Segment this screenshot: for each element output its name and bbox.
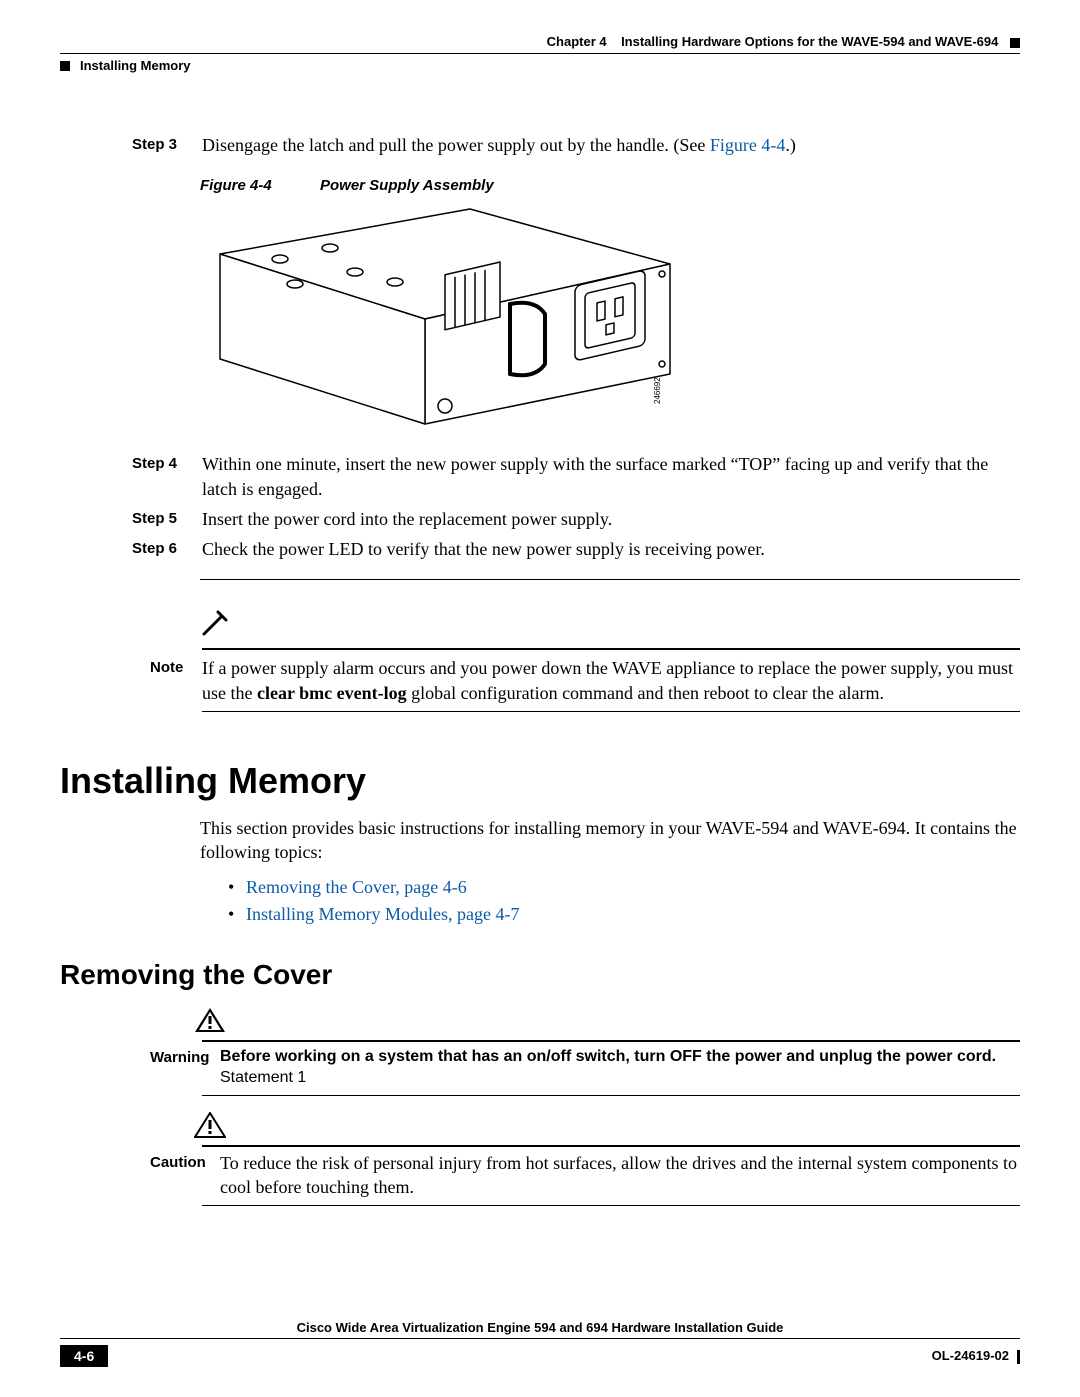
figure-image: 246692 (210, 204, 1020, 434)
note-row: Note If a power supply alarm occurs and … (150, 656, 1020, 705)
step3-text-a: Disengage the latch and pull the power s… (202, 135, 710, 155)
footer-doc-code: OL-24619-02 (932, 1348, 1020, 1364)
page-number-badge: 4-6 (60, 1345, 108, 1367)
caution-body: To reduce the risk of personal injury fr… (220, 1151, 1020, 1200)
warning-block: Warning Before working on a system that … (150, 1007, 1020, 1096)
caution-label: Caution (150, 1151, 220, 1200)
note-rule-bot (202, 711, 1020, 712)
step-label: Step 5 (132, 507, 202, 531)
caution-rule-top (202, 1145, 1020, 1147)
header-rule (60, 53, 1020, 54)
link-removing-cover[interactable]: Removing the Cover, page 4-6 (246, 877, 467, 897)
step-body: Disengage the latch and pull the power s… (202, 133, 1020, 157)
caution-icon (194, 1112, 1020, 1143)
chapter-label: Chapter 4 (547, 34, 607, 49)
note-bold: clear bmc event-log (257, 683, 407, 703)
footer-guide-title: Cisco Wide Area Virtualization Engine 59… (60, 1320, 1020, 1339)
warning-text: Before working on a system that has an o… (220, 1048, 996, 1065)
caution-block: Caution To reduce the risk of personal i… (150, 1112, 1020, 1207)
footer-doc: OL-24619-02 (932, 1348, 1009, 1363)
link-installing-memory-modules[interactable]: Installing Memory Modules, page 4-7 (246, 904, 519, 924)
topic-list: Removing the Cover, page 4-6 Installing … (228, 877, 1020, 925)
header-chapter-line: Chapter 4 Installing Hardware Options fo… (60, 34, 1020, 49)
note-rule-top (202, 648, 1020, 650)
step-row: Step 4 Within one minute, insert the new… (132, 452, 1020, 501)
section-intro: This section provides basic instructions… (200, 816, 1020, 865)
figure-tag: 246692 (653, 377, 662, 404)
figure-caption: Figure 4-4 Power Supply Assembly (200, 177, 1020, 194)
list-item: Installing Memory Modules, page 4-7 (228, 904, 1020, 925)
figure-link[interactable]: Figure 4-4 (710, 135, 786, 155)
warning-rule-bot (202, 1095, 1020, 1096)
step-row: Step 5 Insert the power cord into the re… (132, 507, 1020, 531)
page-header: Chapter 4 Installing Hardware Options fo… (60, 34, 1020, 73)
step-label: Step 4 (132, 452, 202, 501)
header-section-square-icon (60, 61, 70, 71)
warning-label: Warning (150, 1046, 220, 1089)
warning-row: Warning Before working on a system that … (150, 1046, 1020, 1089)
caution-row: Caution To reduce the risk of personal i… (150, 1151, 1020, 1200)
figure-title: Power Supply Assembly (320, 177, 494, 194)
header-section-row: Installing Memory (60, 58, 1020, 73)
page-footer: Cisco Wide Area Virtualization Engine 59… (60, 1320, 1020, 1367)
note-body: If a power supply alarm occurs and you p… (202, 656, 1020, 705)
warning-statement: Statement 1 (220, 1069, 306, 1086)
chapter-title: Installing Hardware Options for the WAVE… (621, 34, 998, 49)
steps-end-rule (200, 579, 1020, 580)
note-block: Note If a power supply alarm occurs and … (150, 610, 1020, 712)
step-label: Step 6 (132, 537, 202, 561)
header-square-icon (1010, 38, 1020, 48)
step-row: Step 3 Disengage the latch and pull the … (132, 133, 1020, 157)
note-text-b: global configuration command and then re… (407, 683, 884, 703)
step-row: Step 6 Check the power LED to verify tha… (132, 537, 1020, 561)
caution-rule-bot (202, 1205, 1020, 1206)
power-supply-svg: 246692 (210, 204, 680, 429)
figure-label: Figure 4-4 (200, 177, 320, 194)
warning-body: Before working on a system that has an o… (220, 1046, 1020, 1089)
subsection-title-removing-cover: Removing the Cover (60, 959, 1020, 991)
step3-text-b: .) (785, 135, 796, 155)
list-item: Removing the Cover, page 4-6 (228, 877, 1020, 898)
header-section: Installing Memory (80, 58, 191, 73)
step-label: Step 3 (132, 133, 202, 157)
step-body: Check the power LED to verify that the n… (202, 537, 1020, 561)
note-label: Note (150, 656, 202, 705)
footer-row: 4-6 OL-24619-02 (60, 1345, 1020, 1367)
section-title-installing-memory: Installing Memory (60, 760, 1020, 802)
warning-rule-top (202, 1040, 1020, 1042)
footer-bar-icon (1017, 1350, 1020, 1364)
warning-icon (194, 1007, 1020, 1038)
note-icon (198, 610, 1020, 646)
step-body: Within one minute, insert the new power … (202, 452, 1020, 501)
step-body: Insert the power cord into the replaceme… (202, 507, 1020, 531)
